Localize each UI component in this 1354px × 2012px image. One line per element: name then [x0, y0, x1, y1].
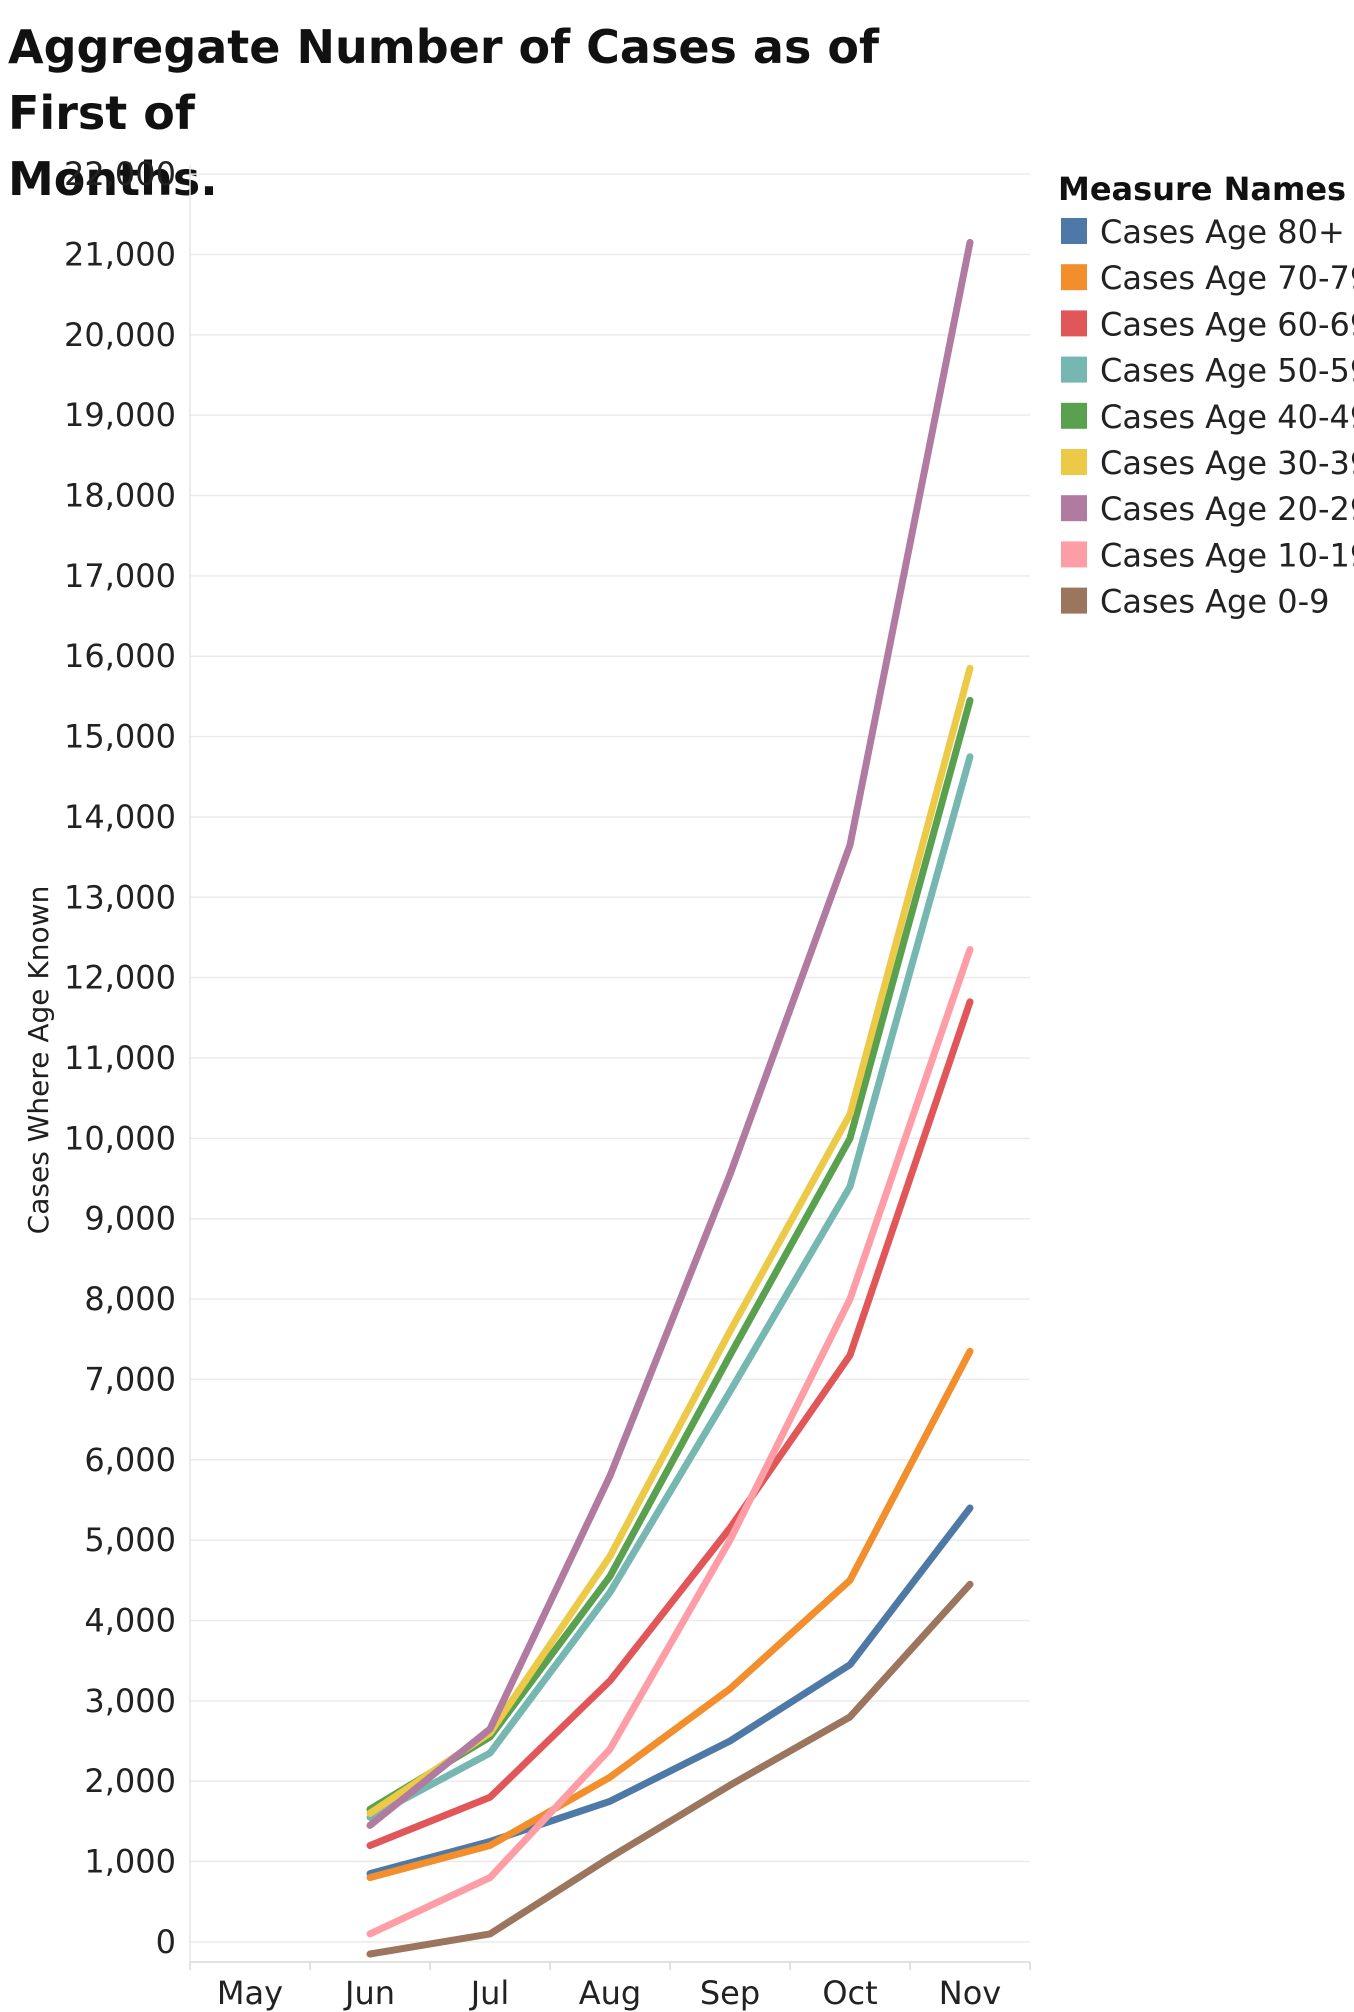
series-line-cases-age-70-79 [366, 1347, 974, 1882]
y-tick-label: 1,000 [84, 1843, 176, 1881]
y-tick-label: 20,000 [64, 316, 176, 354]
x-tick-label: Aug [579, 1974, 641, 2012]
x-tick-label: Nov [939, 1974, 1001, 2012]
legend: Measure Names Cases Age 80+ Cases Age 70-7… [1058, 170, 1354, 621]
legend-item-label: Cases Age 40-49 [1100, 398, 1354, 436]
y-tick-label: 0 [156, 1923, 176, 1961]
y-axis-label: Cases Where Age Known [22, 886, 55, 1235]
y-tick-label: 19,000 [64, 396, 176, 434]
y-tick-label: 13,000 [64, 878, 176, 916]
legend-item-label: Cases Age 70-79 [1100, 259, 1354, 297]
y-tick-label: 16,000 [64, 637, 176, 675]
series-line-cases-age-0-9 [366, 1580, 974, 1958]
y-tick-label: 15,000 [64, 718, 176, 756]
legend-swatch [1061, 310, 1087, 337]
legend-item-label: Cases Age 50-59 [1100, 352, 1354, 390]
chart-title-line-1: Aggregate Number of Cases as of First of [8, 20, 879, 140]
y-tick-label: 8,000 [84, 1280, 176, 1318]
y-tick-label: 21,000 [64, 235, 176, 273]
series-line-cases-age-10-19 [366, 946, 974, 1938]
x-tick-label: Oct [822, 1974, 877, 2012]
series-line-cases-age-60-69 [366, 998, 974, 1849]
x-tick-label: Jul [469, 1974, 510, 2012]
legend-swatch [1061, 449, 1087, 475]
legend-swatch [1061, 402, 1087, 429]
x-tick-label: Jun [343, 1974, 395, 2012]
y-tick-label: 4,000 [84, 1601, 176, 1639]
y-tick-label: 7,000 [84, 1360, 176, 1398]
series-line-cases-age-20-29 [366, 238, 974, 1829]
y-tick-label: 12,000 [64, 959, 176, 997]
legend-swatch [1061, 264, 1087, 291]
legend-item-label: Cases Age 10-19 [1100, 536, 1354, 574]
legend-swatch [1061, 218, 1087, 244]
y-tick-label: 22,000 [64, 155, 176, 193]
y-tick-label: 17,000 [64, 557, 176, 595]
y-tick-label: 14,000 [64, 798, 176, 836]
chart-title-line-2: Months. [8, 152, 218, 206]
y-tick-label: 2,000 [84, 1762, 176, 1800]
legend-item-label: Cases Age 0-9 [1100, 583, 1329, 621]
legend-item-label: Cases Age 30-39 [1100, 444, 1354, 482]
legend-swatch [1061, 356, 1087, 383]
series-lines [366, 238, 974, 1958]
y-tick-label: 10,000 [64, 1119, 176, 1157]
y-tick-label: 9,000 [84, 1200, 176, 1238]
legend-swatch [1061, 495, 1087, 522]
legend-swatch [1061, 541, 1087, 568]
legend-item-label: Cases Age 20-29 [1100, 490, 1354, 528]
y-tick-label: 5,000 [84, 1521, 176, 1559]
legend-title: Measure Names [1058, 170, 1346, 208]
series-line-cases-age-50-59 [366, 753, 974, 1821]
legend-item-label: Cases Age 60-69 [1100, 305, 1354, 343]
legend-item-label: Cases Age 80+ [1100, 213, 1345, 251]
series-line-cases-age-80- [366, 1504, 974, 1878]
gridlines [190, 173, 1030, 1943]
x-tick-label: Sep [700, 1974, 760, 2012]
legend-swatch [1061, 587, 1087, 614]
y-tick-label: 6,000 [84, 1441, 176, 1479]
y-tick-label: 3,000 [84, 1682, 176, 1720]
chart-title: Aggregate Number of Cases as of First of… [8, 14, 1008, 212]
y-tick-label: 18,000 [64, 477, 176, 515]
y-tick-label: 11,000 [64, 1039, 176, 1077]
x-tick-label: May [217, 1974, 283, 2012]
axes: 0 1,000 2,000 3,000 4,000 5,000 6,000 7,000 8,00… [22, 155, 1031, 2012]
